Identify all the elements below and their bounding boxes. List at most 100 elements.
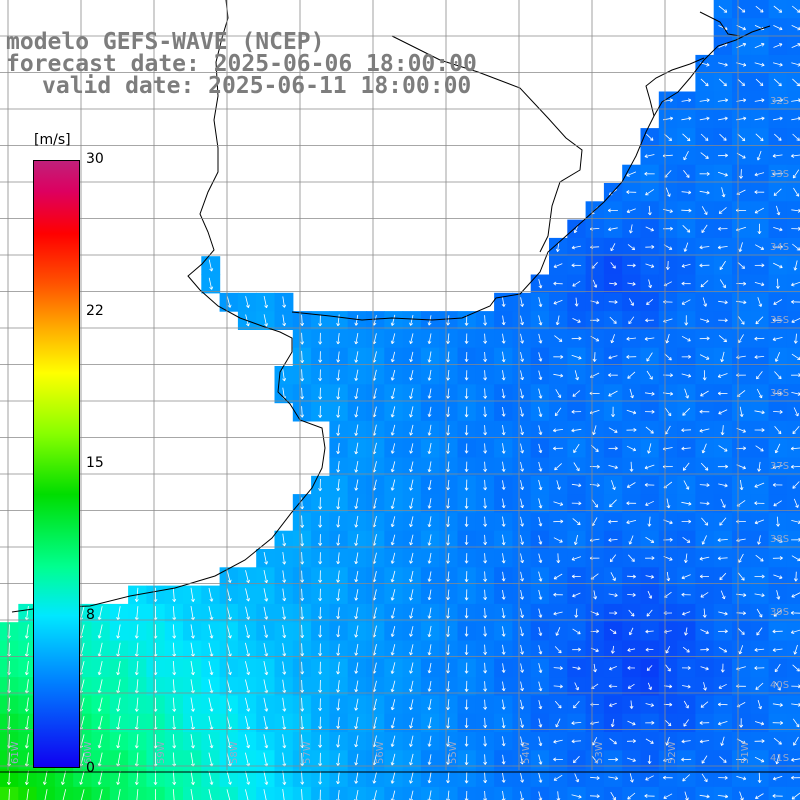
- wind-arrow: [390, 406, 396, 418]
- wind-arrow: [553, 263, 563, 268]
- wind-arrow: [538, 443, 543, 454]
- wind-cell: [603, 786, 623, 800]
- wind-arrow: [446, 369, 451, 381]
- wind-cell: [677, 146, 696, 166]
- wind-cell: [786, 237, 800, 257]
- wind-cell: [201, 786, 221, 800]
- wind-cell: [274, 786, 294, 800]
- wind-arrow: [739, 169, 744, 179]
- wind-cell: [585, 366, 605, 385]
- wind-cell: [786, 329, 800, 349]
- wind-cell: [494, 786, 513, 800]
- wind-cell: [237, 786, 257, 800]
- wind-arrow: [793, 333, 798, 344]
- wind-cell: [183, 786, 202, 800]
- wind-cell: [622, 475, 642, 495]
- wind-cell: [677, 402, 696, 422]
- wind-arrow: [572, 318, 581, 323]
- wind-arrow: [483, 370, 488, 381]
- wind-arrow: [647, 205, 652, 216]
- wind-arrow: [681, 281, 691, 286]
- wind-cell: [713, 512, 733, 532]
- wind-arrow: [665, 425, 671, 435]
- wind-arrow: [538, 279, 543, 289]
- wind-arrow: [773, 299, 783, 305]
- wind-arrow: [282, 296, 287, 308]
- wind-cell: [750, 201, 770, 221]
- wind-arrow: [792, 169, 800, 179]
- wind-arrow: [644, 409, 655, 414]
- wind-arrow: [773, 116, 783, 121]
- wind-arrow: [409, 406, 414, 418]
- wind-arrow: [700, 78, 709, 87]
- colorbar-tick-30: 30: [86, 151, 104, 167]
- wind-arrow: [609, 316, 617, 324]
- wind-arrow: [756, 371, 763, 380]
- wind-arrow: [446, 406, 451, 418]
- wind-arrow: [607, 208, 618, 213]
- wind-arrow: [755, 78, 764, 86]
- wind-arrow: [520, 352, 524, 362]
- wind-arrow: [684, 315, 689, 326]
- wind-arrow: [754, 190, 765, 195]
- wind-cell: [750, 677, 770, 696]
- wind-cell: [603, 237, 623, 257]
- wind-arrow: [717, 226, 728, 231]
- wind-arrow: [790, 446, 800, 451]
- wind-arrow: [336, 405, 341, 418]
- wind-cell: [567, 384, 587, 404]
- wind-arrow: [757, 297, 763, 307]
- wind-arrow: [354, 333, 359, 345]
- wind-arrow: [699, 190, 710, 195]
- wind-cell: [585, 256, 605, 276]
- wind-arrow: [683, 169, 690, 178]
- wind-arrow: [772, 153, 783, 158]
- wind-arrow: [646, 352, 653, 362]
- wind-cell: [695, 219, 715, 239]
- wind-cell: [713, 567, 733, 587]
- wind-arrow: [645, 226, 654, 232]
- wind-arrow: [793, 260, 798, 271]
- wind-arrow: [336, 442, 341, 455]
- wind-arrow: [409, 351, 414, 363]
- wind-arrow: [626, 336, 637, 341]
- wind-cell: [567, 750, 587, 770]
- wind-arrow: [300, 332, 305, 345]
- wind-cell: [786, 420, 800, 440]
- wind-cell: [732, 494, 751, 513]
- wind-arrow: [683, 242, 689, 252]
- wind-arrow: [354, 424, 359, 436]
- wind-cell: [768, 292, 788, 312]
- wind-arrow: [555, 242, 560, 252]
- colorbar-tick-22: 22: [86, 303, 104, 319]
- wind-arrow: [699, 318, 710, 323]
- wind-arrow: [592, 425, 597, 435]
- wind-cell: [786, 128, 800, 147]
- wind-arrow: [791, 153, 800, 158]
- wind-arrow: [644, 154, 655, 158]
- wind-arrow: [627, 282, 636, 286]
- wind-arrow: [538, 352, 543, 362]
- wind-arrow: [208, 277, 214, 290]
- wind-arrow: [520, 370, 524, 381]
- wind-cell: [786, 658, 800, 678]
- wind-arrow: [354, 388, 359, 400]
- wind-arrow: [336, 424, 341, 436]
- wind-arrow: [773, 227, 783, 232]
- wind-arrow: [775, 278, 780, 289]
- wind-arrow: [645, 245, 655, 249]
- wind-arrow: [553, 446, 564, 451]
- lon-label: 53W: [594, 741, 605, 764]
- wind-arrow: [755, 5, 764, 13]
- wind-arrow: [501, 443, 506, 454]
- wind-arrow: [681, 299, 691, 305]
- wind-arrow: [610, 334, 615, 344]
- wind-arrow: [737, 133, 746, 142]
- wind-arrow: [626, 428, 637, 432]
- wind-arrow: [446, 388, 451, 399]
- wind-arrow: [645, 189, 655, 196]
- wind-arrow: [772, 98, 783, 103]
- wind-arrow: [501, 333, 506, 344]
- wind-arrow: [483, 333, 488, 344]
